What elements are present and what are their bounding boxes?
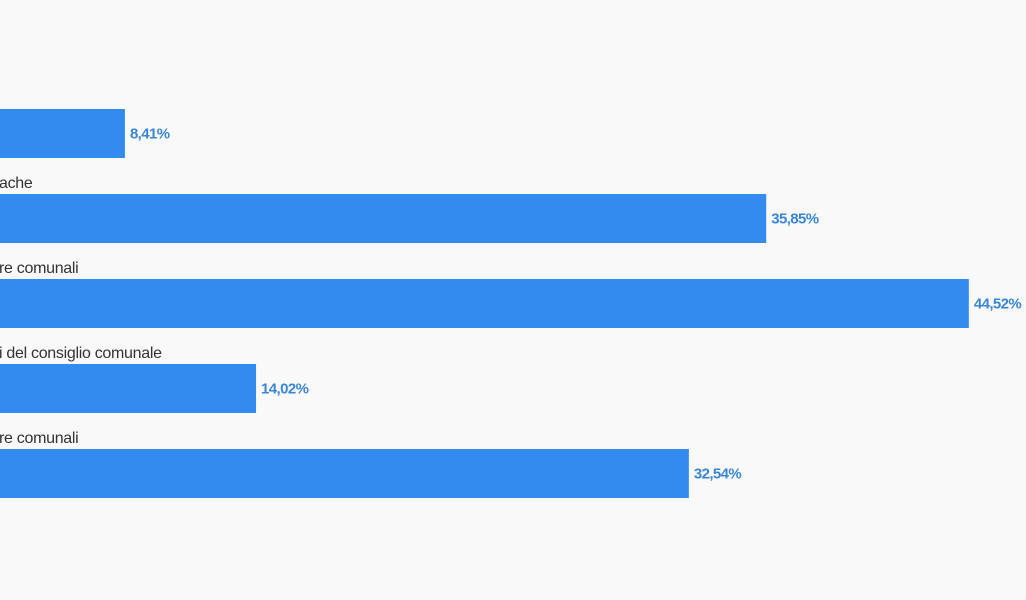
value-label: 44,52% — [974, 295, 1022, 312]
category-label: re comunali — [0, 430, 78, 447]
value-label: 35,85% — [771, 210, 819, 227]
value-label: 8,41% — [130, 125, 170, 142]
category-label: i del consiglio comunale — [0, 345, 162, 362]
bar — [0, 194, 767, 243]
category-label: re comunali — [0, 260, 78, 277]
bar — [0, 449, 689, 498]
bar — [0, 109, 125, 158]
category-label: ache — [0, 175, 33, 192]
bar — [0, 364, 257, 413]
bar — [0, 279, 969, 328]
value-label: 32,54% — [694, 465, 742, 482]
value-label: 14,02% — [261, 380, 309, 397]
